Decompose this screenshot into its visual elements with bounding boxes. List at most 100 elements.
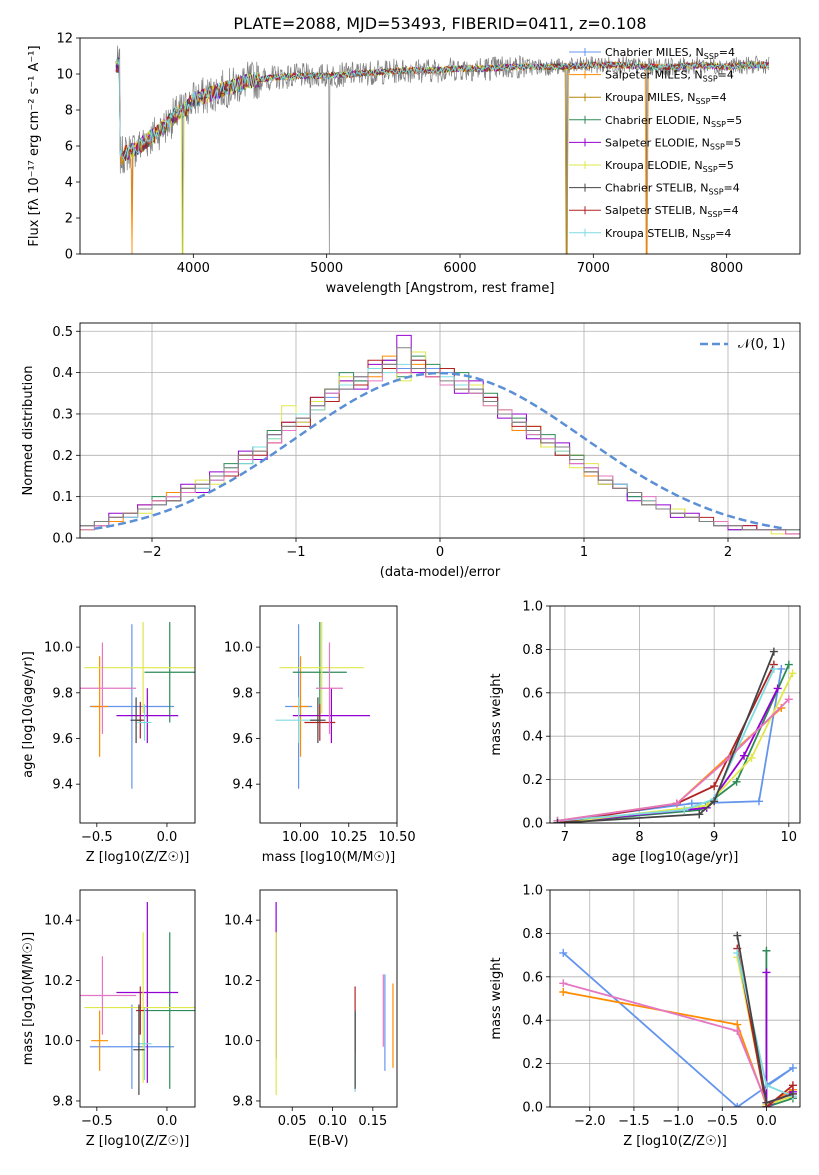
- legend-entry: Chabrier MILES, NSSP=4: [605, 46, 735, 61]
- mass-weight-marker: [754, 797, 763, 806]
- x-tick-label: −0.5: [706, 1114, 738, 1129]
- mass-weight-line: [562, 952, 794, 1107]
- y-tick-label: 0.8: [522, 927, 543, 942]
- mass-weight-marker: [788, 1089, 797, 1098]
- mass-weight-line: [557, 651, 775, 823]
- x-tick-label: 5000: [310, 261, 343, 276]
- plot-frame: [79, 322, 801, 539]
- y-tick-label: 10.0: [44, 1034, 73, 1049]
- plot-frame: [79, 37, 801, 255]
- mass-weight-marker: [559, 987, 568, 996]
- x-tick-label: 0.15: [358, 1114, 387, 1129]
- y-tick-label: 9.8: [232, 686, 253, 701]
- plot-frame: [549, 889, 801, 1108]
- legend-entry: Salpeter ELODIE, NSSP=5: [605, 136, 741, 151]
- chart-mass-vs-ebv: 0.05 0.10 0.15 9.8 10.0 10.2 10.4 E(B-V): [224, 889, 398, 1149]
- model-spectrum: [115, 58, 770, 160]
- y-tick-label: 0.0: [52, 532, 73, 547]
- normal-curve: [94, 371, 786, 530]
- legend-entry: Salpeter STELIB, NSSP=4: [605, 204, 739, 219]
- y-tick-label: 10.0: [224, 1034, 253, 1049]
- mass-weight-marker: [777, 664, 786, 673]
- y-tick-label: 6: [65, 140, 73, 155]
- y-axis-label: mass weight: [489, 673, 504, 755]
- chart-area: [275, 621, 370, 789]
- chart-area: [553, 647, 797, 823]
- legend-entry: Chabrier STELIB, NSSP=4: [605, 182, 740, 197]
- y-axis-label: age [log10(age/yr)]: [21, 651, 36, 778]
- x-tick-label: 9: [710, 830, 718, 845]
- mass-weight-marker: [559, 979, 568, 988]
- y-tick-label: 10.2: [44, 974, 73, 989]
- mass-weight-marker: [784, 695, 793, 704]
- x-tick-label: 0.05: [278, 1114, 307, 1129]
- y-tick-label: 8: [65, 104, 73, 119]
- mass-weight-marker: [740, 751, 749, 760]
- mass-weight-line: [557, 664, 790, 823]
- mass-weight-marker: [695, 810, 704, 819]
- legend-entry: Chabrier ELODIE, NSSP=5: [605, 114, 742, 129]
- x-tick-label: −1: [286, 545, 305, 560]
- x-tick-label: 7: [561, 830, 569, 845]
- x-axis-label: Z [log10(Z/Z☉)]: [86, 1134, 190, 1149]
- y-tick-label: 10.0: [44, 641, 73, 656]
- y-axis-label: Normed distribution: [21, 366, 36, 496]
- chart-spectrum: 4000 5000 6000 7000 8000 0 2 4 6 8 10 12 wavelength …: [27, 14, 801, 296]
- y-tick-label: 0.4: [522, 1014, 543, 1029]
- legend-entry: 𝒩(0, 1): [738, 337, 785, 352]
- x-tick-label: 0.10: [318, 1114, 347, 1129]
- y-tick-label: 10: [56, 68, 73, 83]
- mass-weight-marker: [769, 664, 778, 673]
- x-tick-label: 8000: [710, 261, 743, 276]
- plot-frame: [79, 605, 196, 824]
- mass-weight-marker: [788, 669, 797, 678]
- y-tick-label: 0.0: [522, 1101, 543, 1116]
- y-tick-label: 9.6: [52, 732, 73, 747]
- mass-weight-marker: [687, 799, 696, 808]
- x-tick-label: 4000: [177, 261, 210, 276]
- mass-weight-marker: [733, 931, 742, 940]
- y-tick-label: 10.4: [44, 914, 73, 929]
- x-tick-label: 10.50: [378, 830, 415, 845]
- x-tick-label: −0.5: [81, 830, 113, 845]
- y-tick-label: 2: [65, 212, 73, 227]
- mass-weight-marker: [762, 946, 771, 955]
- mass-weight-line: [557, 688, 779, 823]
- y-tick-label: 0.8: [522, 643, 543, 658]
- legend-entry: Kroupa STELIB, NSSP=4: [605, 227, 731, 242]
- y-tick-label: 0.1: [52, 490, 73, 505]
- y-tick-label: 10.4: [224, 914, 253, 929]
- x-tick-label: 0.0: [756, 1114, 777, 1129]
- mass-weight-marker: [710, 782, 719, 791]
- y-tick-label: 0.5: [52, 325, 73, 340]
- legend-entry: Kroupa ELODIE, NSSP=5: [605, 159, 734, 174]
- x-tick-label: 7000: [577, 261, 610, 276]
- y-tick-label: 0.6: [522, 970, 543, 985]
- x-tick-label: −2.0: [574, 1114, 606, 1129]
- chart-area: [80, 621, 195, 789]
- x-axis-label: Z [log10(Z/Z☉)]: [86, 850, 190, 865]
- mass-weight-marker: [788, 1063, 797, 1072]
- plot-frame: [259, 889, 398, 1108]
- mass-weight-marker: [747, 753, 756, 762]
- mass-weight-marker: [553, 819, 562, 823]
- x-tick-label: 6000: [443, 261, 476, 276]
- x-axis-label: (data-model)/error: [380, 565, 501, 580]
- y-tick-label: 10.0: [224, 641, 253, 656]
- mass-weight-marker: [788, 1081, 797, 1090]
- x-tick-label: −1.5: [618, 1114, 650, 1129]
- chart-area: [275, 902, 394, 1095]
- mass-weight-marker: [769, 647, 778, 656]
- mass-weight-marker: [680, 805, 689, 814]
- x-tick-label: 0.0: [157, 1114, 178, 1129]
- x-tick-label: −2: [142, 545, 161, 560]
- chart-age-vs-mass: 10.00 10.25 10.50 9.4 9.6 9.8 10.0 mass [log10(…: [224, 605, 416, 865]
- y-tick-label: 9.4: [52, 778, 73, 793]
- chart-area: [559, 931, 797, 1107]
- y-tick-label: 9.6: [232, 732, 253, 747]
- x-tick-label: −0.5: [81, 1114, 113, 1129]
- x-tick-label: 0: [436, 545, 444, 560]
- plot-frame: [259, 605, 398, 824]
- mass-weight-marker: [762, 968, 771, 977]
